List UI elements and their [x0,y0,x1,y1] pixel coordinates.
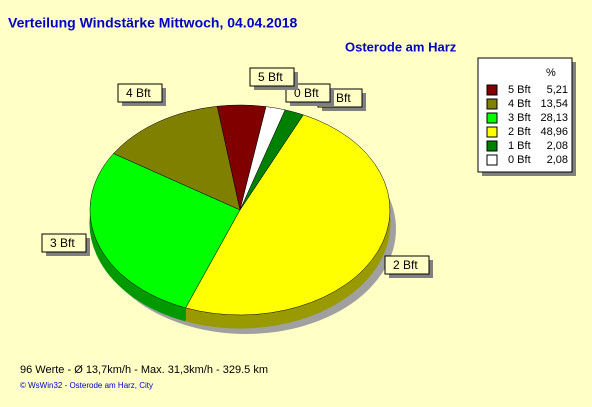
slice-label: 0 Bft [294,86,319,100]
legend-value: 2,08 [547,140,568,152]
slice-label: 4 Bft [126,86,151,100]
legend-value: 2,08 [547,154,568,166]
slice-label: 5 Bft [258,70,283,84]
pie-slice [89,153,241,309]
pie-slice [113,105,241,211]
legend-label: 0 Bft [508,154,531,166]
legend-swatch [486,126,498,138]
legend-swatch [486,84,498,96]
legend-header: % [546,67,556,79]
slice-label: 3 Bft [50,236,75,250]
legend-label: 3 Bft [508,112,531,124]
legend-swatch [486,112,498,124]
slice-label: 2 Bft [393,258,418,272]
pie-slice [239,106,286,211]
legend-value: 5,21 [547,84,568,96]
legend-swatch [486,154,498,166]
pie-slice [185,114,391,316]
legend-label: 5 Bft [508,84,531,96]
slice-label-box [41,233,87,253]
legend-label: 1 Bft [508,140,531,152]
legend-label: 2 Bft [508,126,531,138]
slice-label-box [249,67,295,87]
chart-subtitle: Osterode am Harz [345,39,457,54]
slice-label-box [117,83,163,103]
legend-swatch [486,98,498,110]
legend-value: 28,13 [540,112,568,124]
legend-swatch [486,140,498,152]
legend-label: 4 Bft [508,98,531,110]
chart-title: Verteilung Windstärke Mittwoch, 04.04.20… [8,15,298,31]
credit: © WsWin32 - Osterode am Harz, City [20,381,153,390]
slice-label-box [384,255,430,275]
legend-value: 13,54 [540,98,568,110]
legend-value: 48,96 [540,126,568,138]
footer: 96 Werte - Ø 13,7km/h - Max. 31,3km/h - … [20,364,268,376]
